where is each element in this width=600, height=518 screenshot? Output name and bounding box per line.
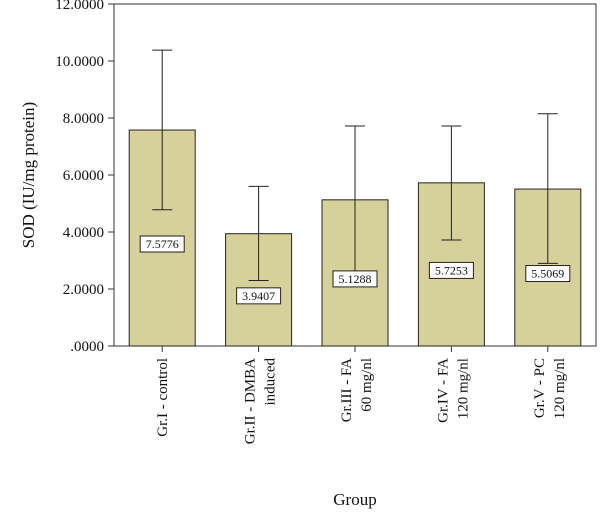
data-label-box (139, 235, 185, 253)
x-category-label-line: Gr.V - PC (532, 358, 548, 418)
x-category-label: Gr.V - PC 120 mg/nl (532, 358, 568, 419)
x-category-label: Gr.II - DMBA induced (243, 358, 279, 445)
y-tick-label: 6.0000 (63, 168, 104, 184)
x-category-label-line: Gr.III - FA (339, 358, 355, 422)
data-labels-layer: 7.5776 3.9407 5.1288 5.7253 5.5069 (139, 235, 571, 305)
y-tick-label: 4.0000 (63, 225, 104, 241)
x-category-label-line: induced (263, 358, 279, 406)
data-label-text: 5.7253 (435, 263, 468, 277)
data-label: 5.5069 (525, 265, 571, 283)
x-axis: Gr.I - control Gr.II - DMBA induced Gr.III … (155, 346, 568, 444)
data-label-text: 5.1288 (339, 272, 372, 286)
data-label: 5.1288 (332, 270, 378, 288)
x-category-label-line: 60 mg/nl (359, 358, 375, 412)
x-category-label: Gr.I - control (155, 358, 171, 437)
x-category-label-line: Gr.I - control (155, 358, 171, 437)
y-axis: .0000 2.0000 4.0000 6.0000 8.0000 10.0000 12.0… (55, 0, 114, 355)
x-axis-title: Group (333, 490, 376, 509)
data-label: 3.9407 (236, 287, 282, 305)
data-label: 5.7253 (428, 261, 474, 279)
x-category-label-line: Gr.IV - FA (435, 358, 451, 423)
x-category-label: Gr.IV - FA 120 mg/nl (435, 358, 471, 423)
data-label-box (332, 270, 378, 288)
data-label-text: 3.9407 (242, 289, 275, 303)
x-category-label: Gr.III - FA 60 mg/nl (339, 358, 375, 422)
y-tick-label: 8.0000 (63, 111, 104, 127)
y-tick-label: .0000 (70, 339, 104, 355)
error-bars-layer (152, 49, 558, 281)
x-category-label-line: 120 mg/nl (552, 358, 568, 419)
y-tick-label: 2.0000 (63, 282, 104, 298)
x-category-label-line: 120 mg/nl (455, 358, 471, 419)
y-tick-label: 12.0000 (55, 0, 104, 13)
data-label-text: 7.5776 (146, 237, 179, 251)
y-axis-title: SOD (IU/mg protein) (19, 102, 38, 248)
data-label-box (525, 265, 571, 283)
y-tick-label: 10.0000 (55, 54, 104, 70)
data-label-box (236, 287, 282, 305)
x-category-label-line: Gr.II - DMBA (243, 358, 259, 444)
data-label-box (428, 261, 474, 279)
data-label-text: 5.5069 (531, 267, 564, 281)
data-label: 7.5776 (139, 235, 185, 253)
